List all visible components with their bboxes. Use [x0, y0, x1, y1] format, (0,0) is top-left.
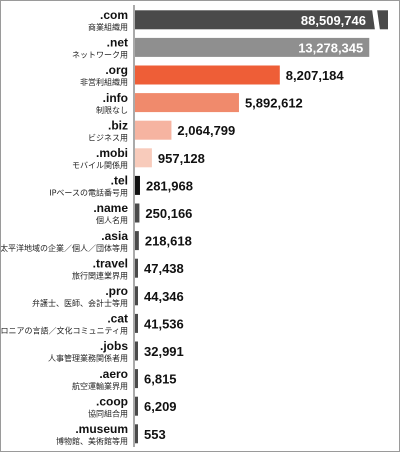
value-label: 6,815 [144, 372, 177, 387]
category-label: .coop [96, 394, 128, 408]
category-label: .jobs [100, 339, 128, 353]
category-label: .name [93, 201, 128, 215]
value-label: 2,064,799 [177, 123, 235, 138]
category-subtitle: 商業組織用 [88, 22, 128, 32]
category-subtitle: 制限なし [96, 105, 128, 115]
category-label: .com [100, 8, 128, 22]
bar [135, 65, 280, 85]
bar [135, 120, 172, 140]
category-subtitle: IPベースの電話番号用 [49, 188, 128, 198]
bar [135, 341, 138, 361]
value-label: 32,991 [144, 344, 184, 359]
category-label: .biz [108, 118, 128, 132]
category-label: .aero [99, 367, 128, 381]
bar [135, 369, 138, 389]
category-label: .tel [111, 174, 128, 188]
bar [135, 148, 152, 168]
bar [135, 396, 138, 416]
axis-break-mark [372, 9, 380, 31]
category-label: .cat [107, 312, 128, 326]
value-label: 13,278,345 [298, 40, 363, 55]
value-label: 88,509,746 [301, 13, 366, 28]
bar [135, 424, 138, 444]
category-label: .info [103, 91, 128, 105]
category-label: .travel [93, 256, 128, 270]
value-label: 6,209 [144, 399, 177, 414]
value-label: 281,968 [146, 178, 193, 193]
value-label: 8,207,184 [286, 68, 345, 83]
value-label: 47,438 [144, 261, 184, 276]
category-subtitle: 個人名用 [96, 215, 128, 225]
bar [135, 286, 138, 306]
category-subtitle: モバイル関係用 [72, 161, 128, 170]
bar [135, 231, 139, 251]
value-label: 250,166 [145, 206, 192, 221]
category-subtitle: 人事管理業務関係者用 [48, 353, 128, 363]
value-label: 957,128 [158, 151, 205, 166]
category-subtitle: 航空運輸業界用 [72, 381, 128, 391]
value-label: 5,892,612 [245, 96, 303, 111]
category-subtitle: 旅行関連業界用 [72, 270, 128, 280]
category-subtitle: ネットワーク用 [72, 51, 128, 60]
category-label: .org [105, 63, 128, 77]
category-subtitle: 弁護士、医師、会計士等用 [32, 298, 128, 308]
category-subtitle: アジア太平洋地域の企業／個人／団体等用 [1, 243, 128, 253]
bar [135, 175, 140, 195]
category-label: .museum [75, 422, 128, 436]
value-label: 41,536 [144, 316, 184, 331]
category-subtitle: カタロニアの言語／文化コミュニティ用 [1, 326, 128, 336]
category-label: .pro [105, 284, 128, 298]
bar [135, 258, 138, 278]
category-label: .net [107, 36, 128, 50]
bar [135, 93, 239, 113]
bar [135, 10, 388, 30]
category-subtitle: ビジネス用 [88, 133, 128, 142]
bar [135, 203, 140, 223]
category-subtitle: 博物館、美術館等用 [56, 436, 128, 446]
category-label: .mobi [96, 146, 128, 160]
value-label: 44,346 [144, 289, 184, 304]
category-subtitle: 協同組合用 [88, 408, 128, 418]
value-label: 218,618 [145, 234, 192, 249]
category-subtitle: 非営利組織用 [80, 77, 128, 87]
bar [135, 37, 370, 57]
bar [135, 313, 138, 333]
category-label: .asia [101, 229, 128, 243]
value-label: 553 [144, 427, 166, 442]
